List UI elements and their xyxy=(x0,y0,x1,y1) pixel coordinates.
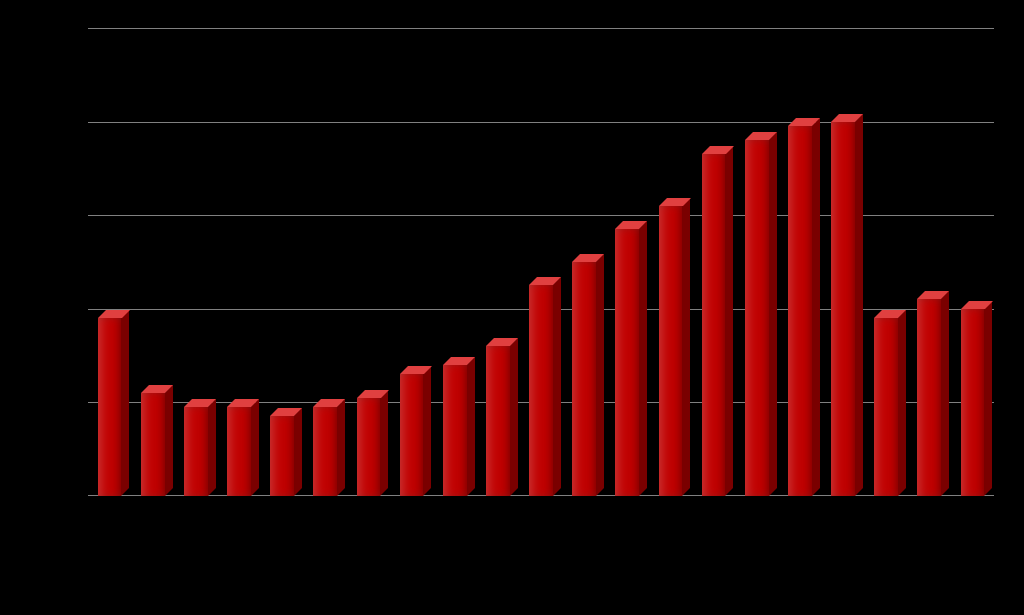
bar-face-front xyxy=(270,416,294,496)
bar-face-side xyxy=(121,310,129,496)
bar xyxy=(659,198,691,496)
bar-face-front xyxy=(357,398,381,496)
bar-face-front xyxy=(529,285,553,496)
bar-face-side xyxy=(941,291,949,496)
bar xyxy=(529,277,561,496)
bar-face-front xyxy=(98,318,122,496)
bar-face-front xyxy=(486,346,510,496)
bar-face-side xyxy=(855,114,863,496)
bar xyxy=(788,118,820,496)
bar-face-front xyxy=(961,309,985,496)
bar-face-side xyxy=(294,408,302,496)
bar-face-front xyxy=(313,407,337,496)
bar-face-side xyxy=(165,385,173,496)
bar-face-front xyxy=(141,393,165,496)
bar-face-side xyxy=(725,146,733,496)
bars-group xyxy=(88,28,994,496)
bar-face-front xyxy=(400,374,424,496)
bar-face-front xyxy=(702,154,726,496)
bar-face-side xyxy=(596,254,604,496)
bar xyxy=(615,221,647,496)
bar xyxy=(831,114,863,496)
bar-chart xyxy=(0,0,1024,615)
bar-face-side xyxy=(898,310,906,496)
bar xyxy=(443,357,475,496)
bar xyxy=(702,146,734,496)
bar-face-front xyxy=(443,365,467,496)
bar-face-front xyxy=(227,407,251,496)
bar xyxy=(227,399,259,496)
bar-face-side xyxy=(639,221,647,496)
bar-face-front xyxy=(745,140,769,496)
bar xyxy=(141,385,173,496)
bar xyxy=(745,132,777,496)
bar xyxy=(184,399,216,496)
bar xyxy=(98,310,130,496)
bar-face-side xyxy=(812,118,820,496)
bar-face-side xyxy=(510,338,518,496)
bar xyxy=(270,408,302,496)
bar-face-side xyxy=(984,301,992,496)
bar-face-front xyxy=(917,299,941,496)
bar xyxy=(572,254,604,496)
bar xyxy=(357,390,389,496)
bar-face-front xyxy=(659,206,683,496)
bar xyxy=(874,310,906,496)
bar-face-front xyxy=(874,318,898,496)
bar-face-side xyxy=(467,357,475,496)
bar xyxy=(400,366,432,496)
bar-face-side xyxy=(423,366,431,496)
bar xyxy=(313,399,345,496)
bar-face-side xyxy=(380,390,388,496)
bar-face-front xyxy=(831,122,855,496)
bar-face-front xyxy=(184,407,208,496)
bar-face-front xyxy=(615,229,639,496)
bar-face-side xyxy=(769,132,777,496)
bar-face-side xyxy=(208,399,216,496)
bar xyxy=(486,338,518,496)
bar xyxy=(917,291,949,496)
bar-face-side xyxy=(337,399,345,496)
bar-face-side xyxy=(682,198,690,496)
bar-face-side xyxy=(251,399,259,496)
plot-area xyxy=(88,28,994,496)
bar-face-side xyxy=(553,277,561,496)
bar-face-front xyxy=(572,262,596,496)
bar xyxy=(961,301,993,496)
bar-face-front xyxy=(788,126,812,496)
